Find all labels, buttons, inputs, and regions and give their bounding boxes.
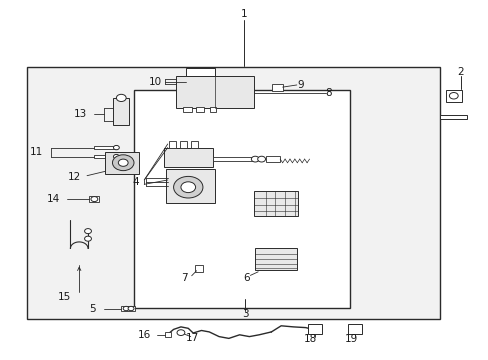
Circle shape [118, 159, 128, 166]
Circle shape [257, 156, 265, 162]
Text: 14: 14 [47, 194, 61, 204]
Bar [113, 98, 129, 125]
Circle shape [84, 229, 91, 234]
Bar [185, 68, 215, 76]
Bar [183, 107, 192, 112]
Text: 5: 5 [89, 303, 96, 314]
Bar [180, 141, 187, 148]
Text: 9: 9 [296, 80, 303, 90]
Bar [121, 306, 135, 311]
Text: 19: 19 [344, 334, 357, 345]
Text: 16: 16 [137, 330, 151, 340]
Bar [194, 265, 203, 272]
Bar [176, 76, 254, 108]
Text: 15: 15 [58, 292, 71, 302]
Circle shape [84, 236, 91, 241]
Circle shape [91, 197, 98, 202]
Bar [271, 84, 282, 91]
Text: 2: 2 [456, 67, 463, 77]
Bar [89, 196, 99, 202]
Circle shape [177, 330, 184, 336]
Circle shape [181, 182, 195, 193]
Bar [134, 90, 349, 308]
Bar [163, 148, 212, 167]
Text: 10: 10 [148, 77, 161, 87]
Bar [210, 107, 216, 112]
Text: 8: 8 [325, 88, 331, 98]
Text: 17: 17 [185, 333, 199, 343]
Bar [105, 152, 139, 174]
Text: 7: 7 [181, 273, 188, 283]
Bar [212, 157, 254, 161]
Bar [190, 141, 198, 148]
Bar [265, 156, 280, 162]
Circle shape [113, 154, 119, 159]
Bar [255, 248, 296, 270]
Circle shape [113, 145, 119, 150]
Bar [347, 324, 361, 334]
Bar [195, 107, 204, 112]
Bar [439, 115, 466, 119]
Circle shape [251, 156, 259, 162]
Bar [445, 90, 461, 102]
Circle shape [116, 94, 126, 102]
Bar [307, 324, 321, 334]
Bar [254, 191, 298, 216]
Circle shape [112, 155, 134, 171]
Text: 4: 4 [132, 177, 139, 187]
Circle shape [128, 306, 134, 311]
Ellipse shape [448, 93, 457, 99]
Text: 6: 6 [243, 273, 249, 283]
Bar [166, 169, 215, 203]
Text: 3: 3 [242, 309, 248, 319]
Circle shape [123, 306, 129, 311]
Bar [94, 146, 117, 149]
Text: 1: 1 [241, 9, 247, 19]
Text: 12: 12 [67, 172, 81, 182]
Text: 13: 13 [74, 109, 87, 119]
Bar [94, 155, 117, 158]
Bar [168, 141, 176, 148]
Text: 11: 11 [30, 147, 43, 157]
Bar [165, 332, 171, 337]
Bar [27, 67, 439, 319]
Circle shape [173, 176, 203, 198]
Text: 18: 18 [303, 334, 317, 345]
